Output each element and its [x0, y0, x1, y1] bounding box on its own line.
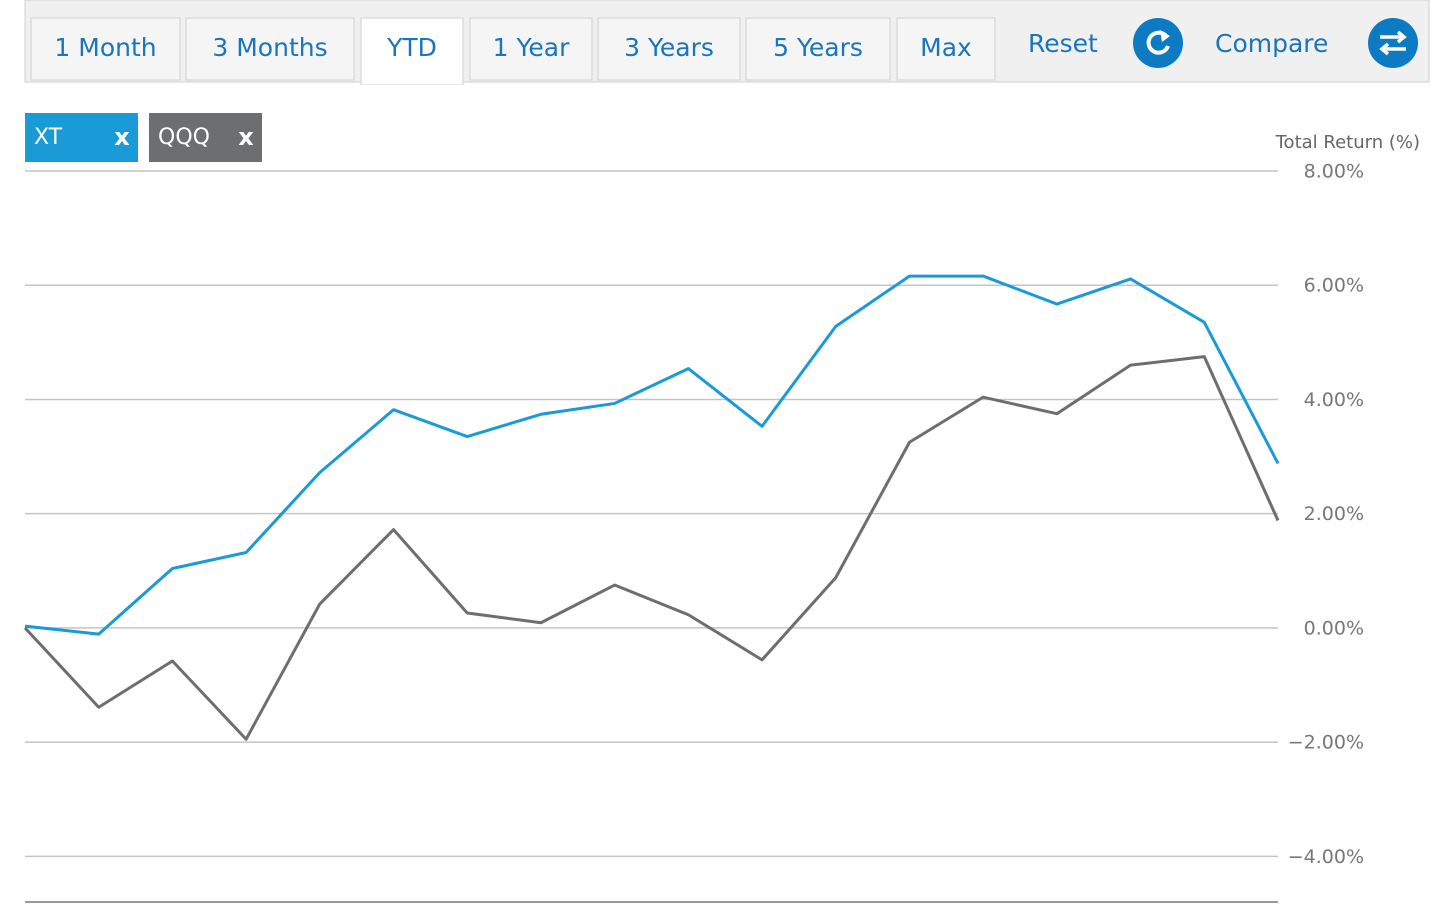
compare-icon[interactable]	[1368, 18, 1418, 68]
tab[interactable]	[745, 17, 891, 81]
reset-icon[interactable]	[1133, 18, 1183, 68]
chip-remove[interactable]: x	[238, 123, 254, 151]
tab-label[interactable]: 5 Years	[773, 33, 863, 62]
tab[interactable]	[896, 17, 996, 81]
y-tick-label: −2.00%	[1288, 732, 1364, 754]
y-tick-label: 0.00%	[1304, 617, 1364, 639]
tab-label[interactable]: 3 Months	[212, 33, 327, 62]
tab[interactable]	[30, 17, 181, 81]
tab[interactable]	[469, 17, 593, 81]
tab-label[interactable]: Max	[920, 33, 972, 62]
tab[interactable]	[597, 17, 741, 81]
legend-label: XT	[34, 125, 63, 150]
y-axis-label: Total Return (%)	[1275, 132, 1420, 153]
chip-remove[interactable]: x	[114, 123, 130, 151]
series-chip[interactable]	[149, 113, 262, 162]
legend-label: QQQ	[158, 125, 210, 150]
tab[interactable]	[360, 17, 464, 85]
y-tick-label: 6.00%	[1304, 275, 1364, 297]
tab-join	[362, 78, 462, 84]
tab-label[interactable]: 3 Years	[624, 33, 714, 62]
tab-label[interactable]: YTD	[386, 33, 437, 62]
tab-label[interactable]: 1 Month	[54, 33, 156, 62]
y-tick-label: 8.00%	[1304, 161, 1364, 183]
series-chip[interactable]	[25, 113, 138, 162]
y-tick-label: 4.00%	[1304, 389, 1364, 411]
reset-link[interactable]: Reset	[1028, 29, 1098, 58]
series-line	[24, 274, 1280, 636]
y-tick-label: −4.00%	[1288, 846, 1364, 868]
tab[interactable]	[185, 17, 355, 81]
compare-link[interactable]: Compare	[1215, 29, 1328, 58]
y-tick-label: 2.00%	[1304, 503, 1364, 525]
tab-label[interactable]: 1 Year	[493, 33, 571, 62]
series-line	[23, 355, 1280, 741]
